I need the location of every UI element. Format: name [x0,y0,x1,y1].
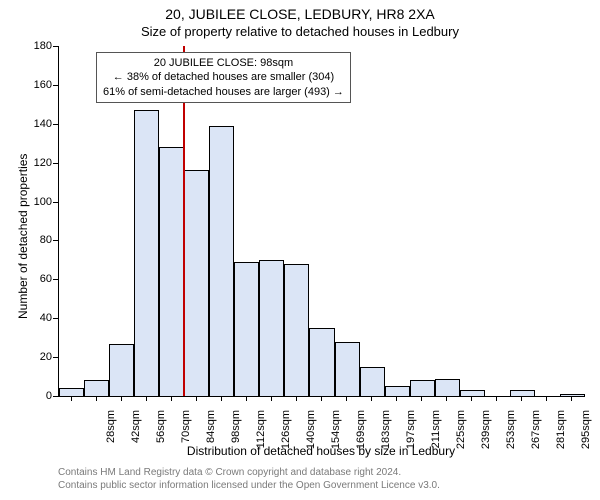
y-tick-label: 20 [26,351,52,363]
annotation-line-3: 61% of semi-detached houses are larger (… [103,85,344,99]
footer-attribution: Contains HM Land Registry data © Crown c… [58,466,440,492]
x-tick-mark [246,396,247,401]
x-tick-mark [521,396,522,401]
histogram-bar [209,126,234,396]
y-tick-label: 120 [26,157,52,169]
x-tick-mark [321,396,322,401]
x-tick-mark [196,396,197,401]
x-tick-mark [446,396,447,401]
y-tick-label: 60 [26,273,52,285]
histogram-bar [309,328,334,396]
histogram-bar [234,262,259,396]
footer-line-2: Contains public sector information licen… [58,479,440,492]
histogram-bar [410,380,435,396]
y-tick-label: 140 [26,118,52,130]
y-tick-label: 180 [26,40,52,52]
y-tick-mark [53,357,58,358]
y-tick-mark [53,85,58,86]
x-tick-mark [171,396,172,401]
histogram-bar [360,367,385,396]
histogram-bar [134,110,159,396]
x-tick-mark [571,396,572,401]
y-tick-label: 100 [26,196,52,208]
histogram-bar [84,380,109,396]
histogram-bar [184,170,209,396]
x-tick-mark [421,396,422,401]
histogram-bar [335,342,360,396]
y-tick-label: 40 [26,312,52,324]
histogram-bar [259,260,284,396]
y-tick-mark [53,202,58,203]
x-tick-mark [496,396,497,401]
x-tick-mark [296,396,297,401]
x-tick-mark [121,396,122,401]
x-tick-mark [271,396,272,401]
y-tick-label: 80 [26,234,52,246]
y-tick-mark [53,240,58,241]
histogram-bar [385,386,410,396]
histogram-bar [59,388,84,396]
x-tick-mark [96,396,97,401]
x-tick-mark [221,396,222,401]
x-axis-label: Distribution of detached houses by size … [58,444,584,458]
annotation-line-1: 20 JUBILEE CLOSE: 98sqm [103,56,344,70]
y-tick-mark [53,46,58,47]
histogram-bar [435,379,460,397]
x-tick-mark [346,396,347,401]
x-tick-mark [71,396,72,401]
x-tick-mark [371,396,372,401]
annotation-box: 20 JUBILEE CLOSE: 98sqm ← 38% of detache… [96,52,351,103]
histogram-bar [159,147,184,396]
histogram-bar [109,344,134,397]
y-tick-mark [53,163,58,164]
y-tick-mark [53,396,58,397]
x-tick-mark [471,396,472,401]
x-tick-mark [546,396,547,401]
title-main: 20, JUBILEE CLOSE, LEDBURY, HR8 2XA [0,6,600,22]
histogram-bar [284,264,309,396]
annotation-line-2: ← 38% of detached houses are smaller (30… [103,70,344,84]
y-tick-mark [53,124,58,125]
y-tick-mark [53,318,58,319]
x-tick-mark [396,396,397,401]
chart-frame: 20, JUBILEE CLOSE, LEDBURY, HR8 2XA Size… [0,0,600,500]
title-sub: Size of property relative to detached ho… [0,24,600,39]
y-tick-label: 160 [26,79,52,91]
y-tick-label: 0 [26,390,52,402]
footer-line-1: Contains HM Land Registry data © Crown c… [58,466,440,479]
y-tick-mark [53,279,58,280]
x-tick-mark [146,396,147,401]
